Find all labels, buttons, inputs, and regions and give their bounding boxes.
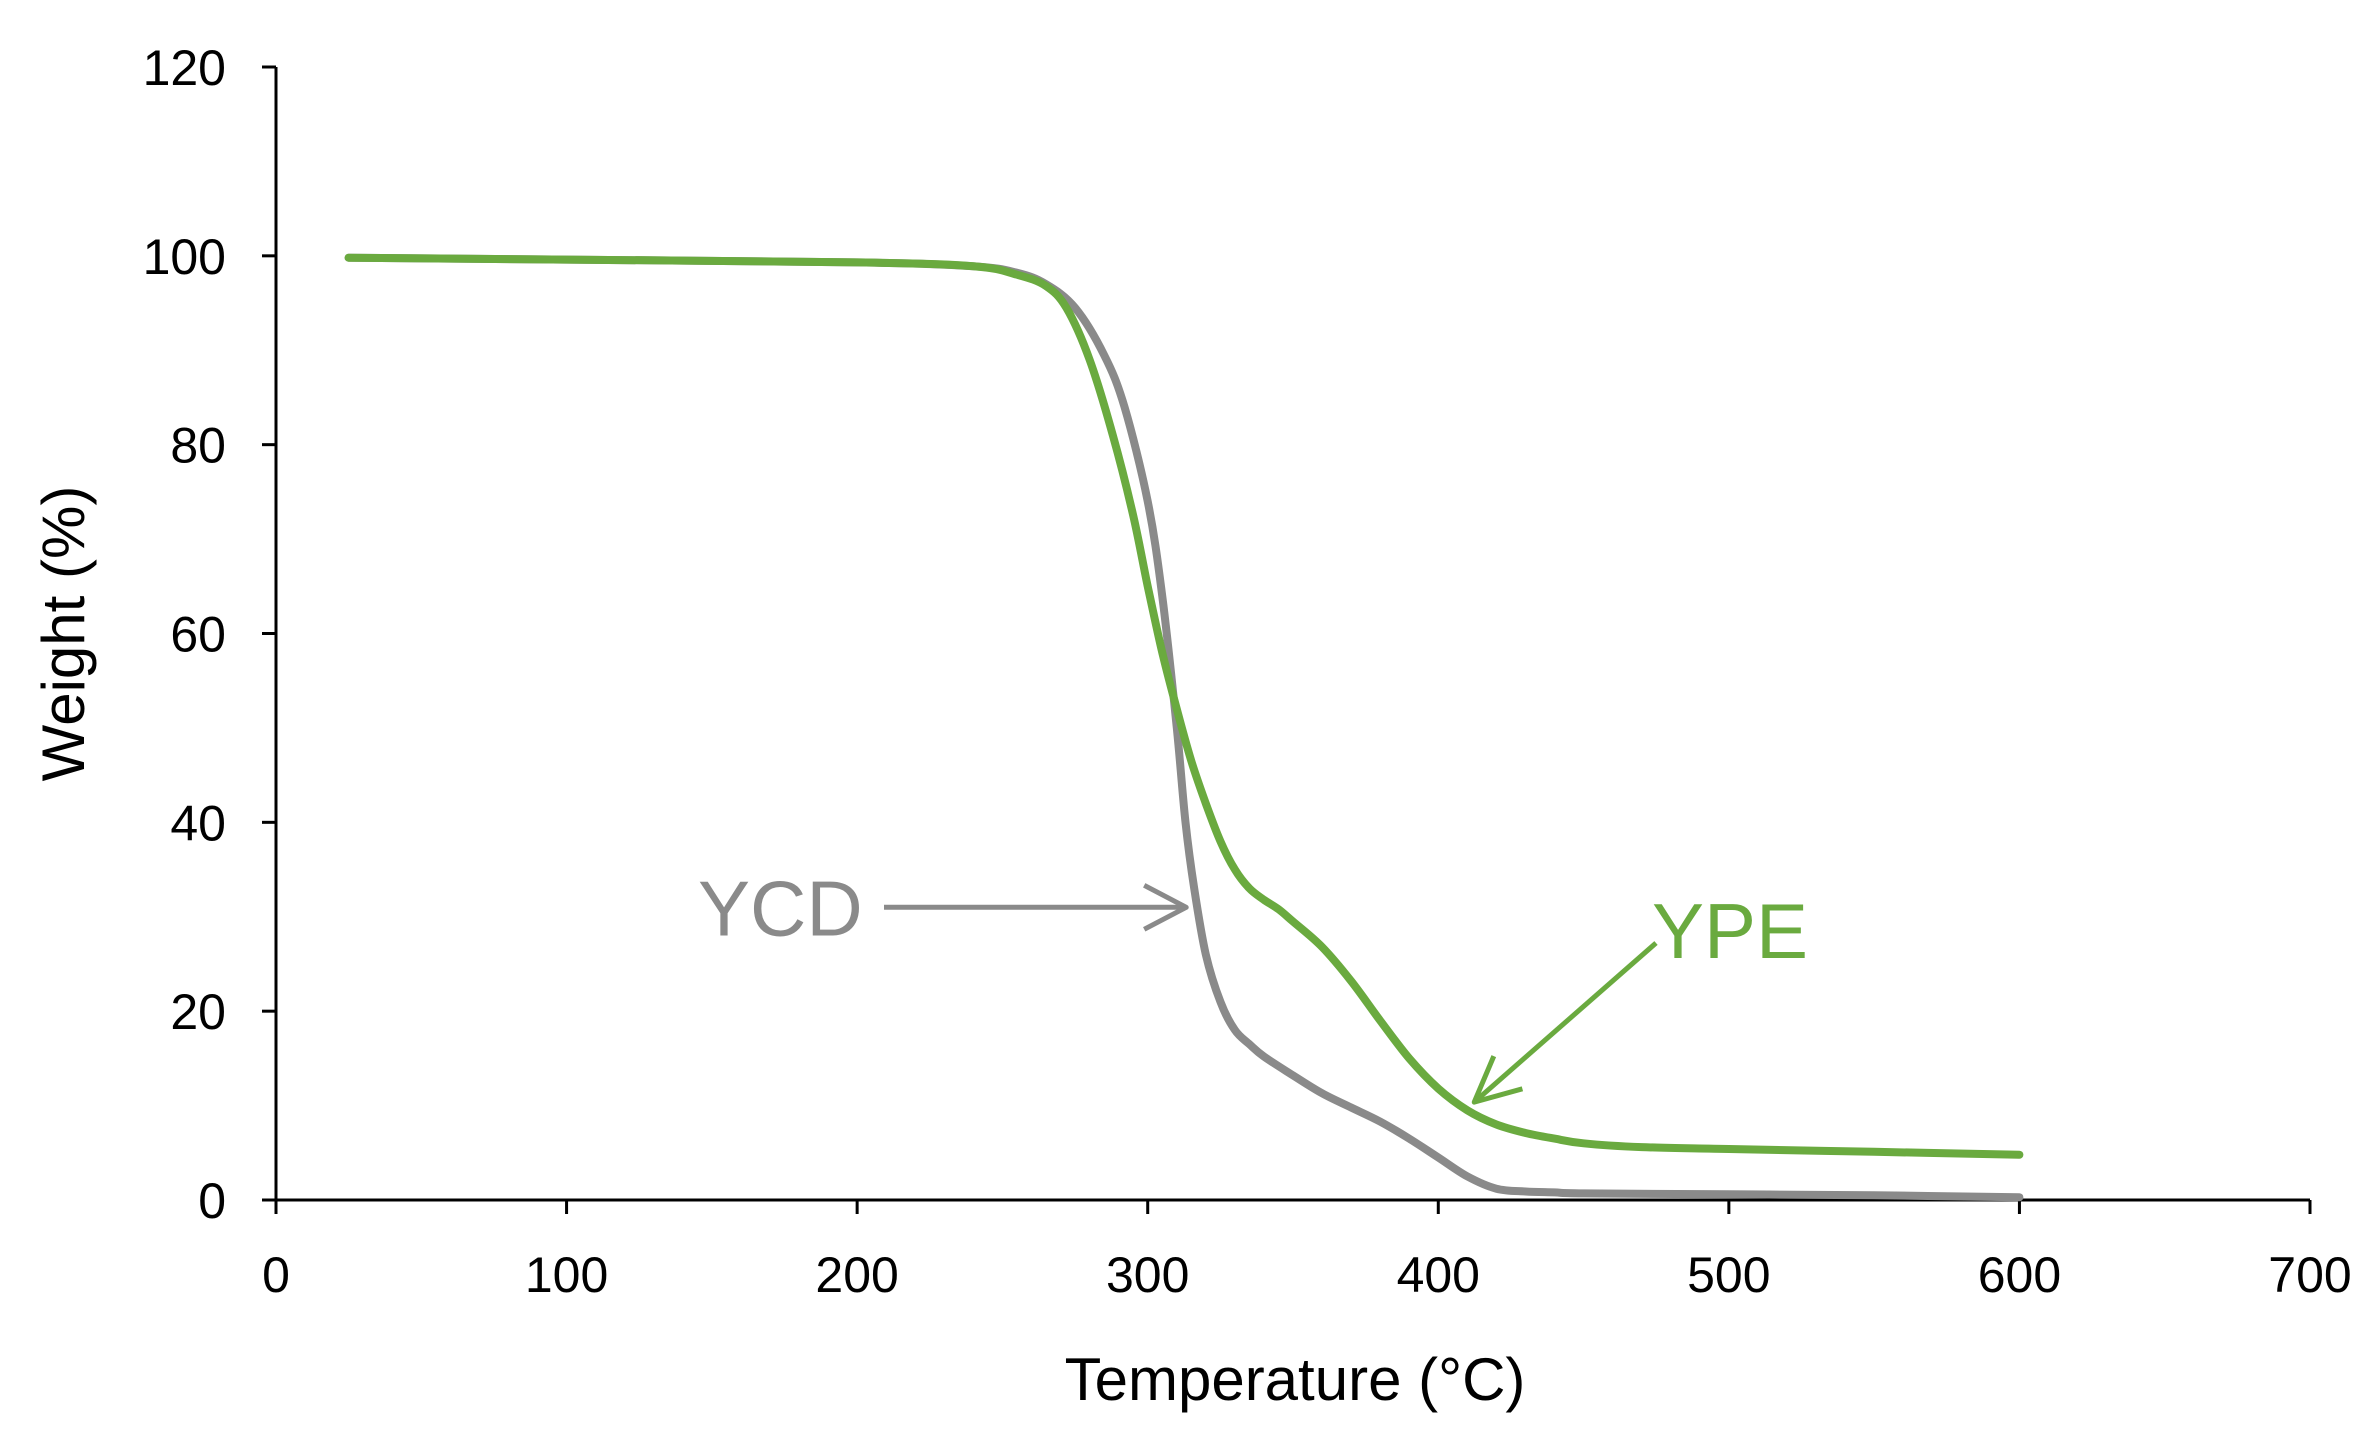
y-tick-label: 60	[170, 607, 226, 663]
y-tick-label: 0	[198, 1173, 226, 1229]
annotation-arrowhead-ycd	[1143, 883, 1189, 932]
x-tick-label: 200	[815, 1247, 898, 1303]
x-tick-label: 300	[1106, 1247, 1189, 1303]
axes: 0 100 200 300 400 500 600 700 0 20 40 60 80 100 120	[143, 40, 2352, 1303]
annotation-label-ycd: YCD	[698, 864, 863, 952]
x-tick-label: 0	[262, 1247, 290, 1303]
x-tick-label: 600	[1978, 1247, 2061, 1303]
annotation-arrowhead-ype	[1471, 1055, 1524, 1105]
x-tick-label: 400	[1397, 1247, 1480, 1303]
x-axis-title: Temperature (°C)	[1065, 1346, 1526, 1413]
series-line-ype	[344, 253, 2024, 1159]
annotation-label-ype: YPE	[1652, 887, 1808, 975]
annotation-arrow-ype	[1472, 941, 1658, 1105]
y-tick-label: 120	[143, 40, 226, 96]
y-tick-label: 80	[170, 418, 226, 474]
series-layer	[344, 253, 2024, 1202]
y-tick-label: 40	[170, 795, 226, 851]
y-tick-label: 100	[143, 229, 226, 285]
x-tick-label: 500	[1687, 1247, 1770, 1303]
x-tick-label: 700	[2268, 1247, 2351, 1303]
y-tick-label: 20	[170, 984, 226, 1040]
annotation-layer: YCD YPE	[698, 864, 1808, 1105]
x-tick-label: 100	[525, 1247, 608, 1303]
y-axis-title: Weight (%)	[30, 486, 97, 782]
